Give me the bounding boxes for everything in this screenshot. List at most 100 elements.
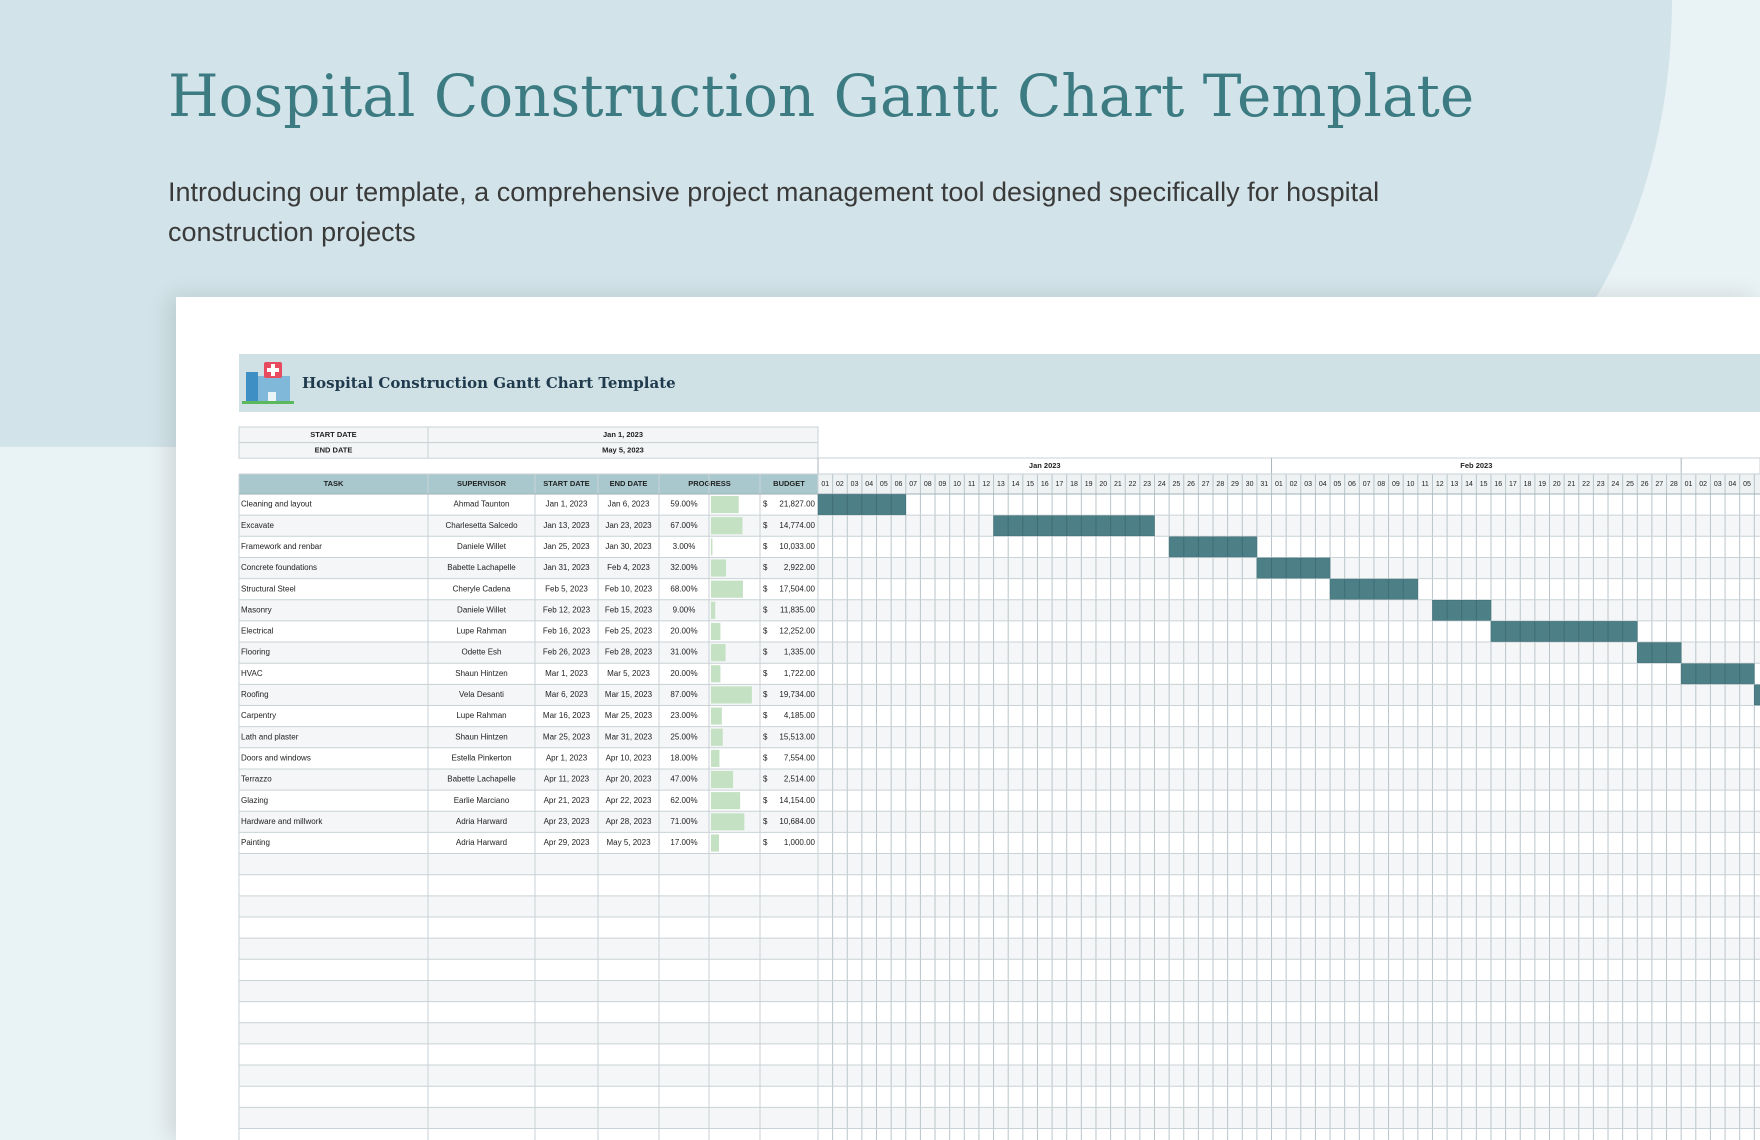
day-label: 23 (1143, 481, 1151, 488)
day-label: 17 (1055, 481, 1063, 488)
day-label: 08 (924, 481, 932, 488)
row-background (239, 1086, 1760, 1108)
progress-bar (711, 580, 743, 598)
day-label: 29 (1231, 481, 1239, 488)
progress-label: 18.00% (670, 753, 697, 762)
task-name: Structural Steel (241, 584, 296, 593)
start-date: Feb 12, 2023 (543, 605, 591, 614)
end-date: Apr 10, 2023 (606, 753, 652, 762)
budget: 1,000.00 (784, 838, 816, 847)
icon-cross (267, 368, 279, 372)
info-value: Jan 1, 2023 (603, 430, 643, 439)
start-date: Apr 1, 2023 (546, 753, 588, 762)
info-value-cell (427, 442, 819, 459)
end-date: Jan 6, 2023 (608, 500, 650, 509)
progress-bar (711, 601, 716, 619)
day-label: 07 (1363, 481, 1371, 488)
day-label: 27 (1202, 481, 1210, 488)
gantt-bar (1637, 642, 1682, 663)
progress-bar (711, 749, 720, 767)
budget: 14,154.00 (779, 796, 815, 805)
progress-label: 9.00% (673, 605, 696, 614)
gantt-bar (1256, 557, 1331, 579)
column-header: END DATE (610, 479, 648, 488)
task-name: Concrete foundations (241, 563, 317, 572)
day-label: 02 (1290, 481, 1298, 488)
day-label: 08 (1377, 481, 1385, 488)
budget: 11,835.00 (780, 605, 816, 614)
currency: $ (763, 627, 768, 636)
supervisor: Lupe Rahman (456, 711, 506, 720)
row-background (239, 1128, 1760, 1140)
row-background (239, 874, 1760, 896)
progress-label: 3.00% (673, 542, 696, 551)
sheet-header-bar (239, 354, 1760, 412)
day-label: 23 (1597, 481, 1605, 488)
day-label: 16 (1494, 481, 1502, 488)
day-label: 14 (1465, 481, 1473, 488)
row-background (239, 1022, 1760, 1044)
budget: 1,722.00 (784, 669, 816, 678)
progress-label: 32.00% (670, 563, 697, 572)
gantt-bar (993, 515, 1155, 537)
day-label: 10 (1407, 481, 1415, 488)
icon-ground (242, 401, 294, 404)
day-label: 26 (1641, 481, 1649, 488)
currency: $ (763, 690, 768, 699)
row-background (239, 1043, 1760, 1066)
day-label: 04 (865, 481, 873, 488)
task-name: Electrical (241, 627, 274, 636)
page-title: Hospital Construction Gantt Chart Templa… (168, 62, 1475, 130)
row-background (239, 832, 1760, 854)
row-background (239, 938, 1760, 960)
row-background (239, 536, 1760, 558)
end-date: Mar 31, 2023 (605, 732, 653, 741)
page-subtitle: Introducing our template, a comprehensiv… (168, 177, 1380, 247)
start-date: Mar 16, 2023 (543, 711, 591, 720)
day-label: 20 (1553, 481, 1561, 488)
progress-label: 31.00% (670, 648, 697, 657)
end-date: Jan 23, 2023 (605, 521, 652, 530)
day-label: 28 (1216, 481, 1224, 488)
currency: $ (763, 796, 768, 805)
budget: 10,684.00 (779, 817, 815, 826)
row-background (239, 790, 1760, 812)
sheet-title: Hospital Construction Gantt Chart Templa… (302, 374, 676, 392)
progress-bar (711, 622, 721, 641)
progress-bar (711, 792, 741, 810)
supervisor: Adria Harward (456, 817, 507, 826)
end-date: Feb 15, 2023 (605, 605, 653, 614)
progress-bar (711, 770, 734, 789)
supervisor: Ahmad Taunton (454, 500, 510, 509)
supervisor: Babette Lachapelle (447, 775, 516, 784)
end-date: Feb 25, 2023 (605, 627, 653, 636)
month-header (817, 457, 1760, 475)
day-label: 05 (880, 481, 888, 488)
day-label: 21 (1114, 481, 1122, 488)
day-label: 21 (1568, 481, 1576, 488)
progress-bar (711, 538, 713, 556)
day-label: 01 (821, 481, 829, 488)
start-date: Jan 31, 2023 (543, 563, 590, 572)
day-label: 24 (1158, 481, 1166, 488)
day-label: 28 (1670, 481, 1678, 488)
supervisor: Estella Pinkerton (451, 753, 511, 762)
icon-door (268, 392, 276, 402)
currency: $ (763, 753, 768, 762)
start-date: Feb 5, 2023 (545, 584, 588, 593)
start-date: Apr 23, 2023 (544, 817, 590, 826)
progress-label: 59.00% (670, 500, 697, 509)
gantt-bar (1754, 684, 1760, 706)
day-label: 14 (1012, 481, 1020, 488)
progress-label: 47.00% (670, 775, 697, 784)
day-label: 18 (1524, 481, 1532, 488)
row-background (239, 494, 1760, 516)
day-label: 13 (997, 481, 1005, 488)
progress-label: 67.00% (670, 521, 697, 530)
budget: 12,252.00 (779, 627, 815, 636)
supervisor: Daniele Willet (457, 605, 507, 614)
supervisor: Cheryle Cadena (453, 584, 511, 593)
currency: $ (763, 500, 768, 509)
info-label: END DATE (315, 446, 353, 455)
day-label: 03 (851, 481, 859, 488)
